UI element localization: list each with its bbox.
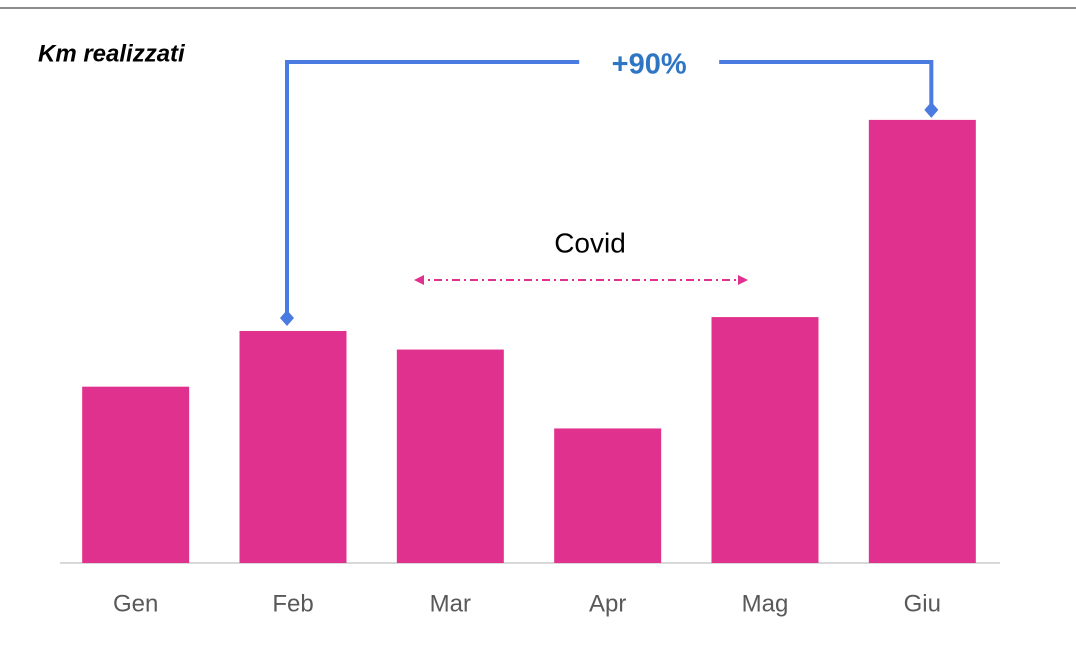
bar	[239, 331, 347, 563]
x-tick-label: Gen	[113, 590, 158, 617]
bracket-end	[280, 310, 294, 326]
x-tick-label: Feb	[272, 590, 313, 617]
x-tick-label: Mar	[430, 590, 471, 617]
growth-label: +90%	[612, 49, 687, 81]
bar	[554, 428, 662, 563]
bar	[711, 317, 819, 563]
bar	[868, 119, 976, 563]
bar	[396, 349, 504, 563]
x-tick-label: Giu	[904, 590, 941, 617]
x-tick-label: Apr	[589, 590, 626, 617]
bracket-end	[924, 101, 939, 118]
x-tick-label: Mag	[742, 590, 789, 617]
bracket	[285, 60, 934, 318]
period-label: Covid	[554, 227, 626, 258]
bar	[82, 386, 190, 563]
chart-title: Km realizzati	[38, 40, 186, 67]
